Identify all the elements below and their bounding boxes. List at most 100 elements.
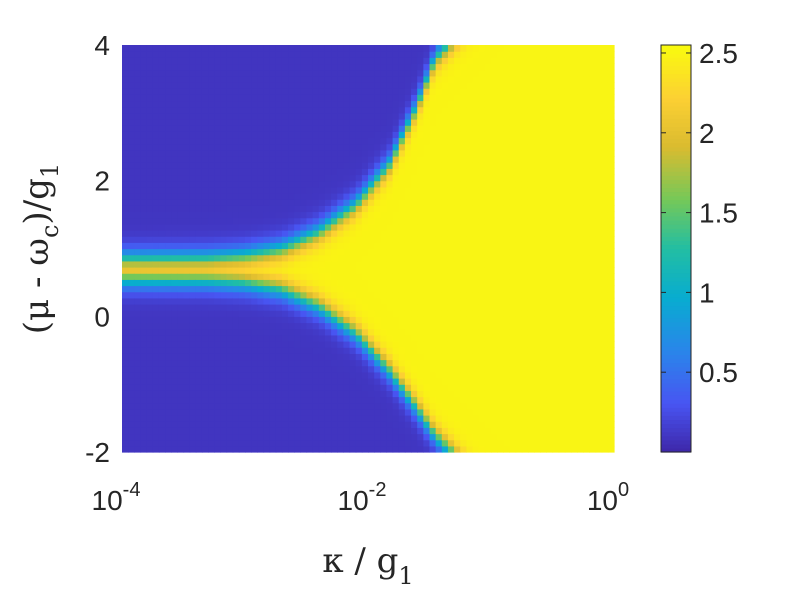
heatmap-cell xyxy=(220,359,228,367)
heatmap-cell xyxy=(423,236,431,243)
heatmap-cell xyxy=(318,180,326,188)
heatmap-cell xyxy=(355,236,363,243)
heatmap-cell xyxy=(534,242,541,250)
heatmap-cell xyxy=(540,45,547,52)
heatmap-cell xyxy=(503,279,511,287)
heatmap-cell xyxy=(503,371,511,379)
heatmap-cell xyxy=(177,63,185,71)
heatmap-cell xyxy=(472,51,480,58)
heatmap-cell xyxy=(447,341,455,348)
heatmap-cell xyxy=(546,69,554,77)
heatmap-cell xyxy=(466,230,474,237)
heatmap-cell xyxy=(392,217,400,225)
heatmap-cell xyxy=(454,433,461,441)
heatmap-cell xyxy=(275,230,283,237)
heatmap-cell xyxy=(429,415,437,422)
heatmap-cell xyxy=(177,82,185,89)
heatmap-cell xyxy=(429,63,437,71)
heatmap-cell xyxy=(214,236,221,243)
heatmap-cell xyxy=(570,242,578,250)
heatmap-cell xyxy=(404,304,412,311)
heatmap-cell xyxy=(447,371,455,379)
heatmap-cell xyxy=(355,384,363,391)
heatmap-cell xyxy=(263,328,271,336)
heatmap-cell xyxy=(441,143,449,151)
heatmap-cell xyxy=(552,82,560,89)
heatmap-cell xyxy=(355,421,363,428)
heatmap-cell xyxy=(294,334,301,342)
heatmap-cell xyxy=(484,408,492,416)
heatmap-cell xyxy=(232,396,240,404)
heatmap-cell xyxy=(189,316,197,324)
heatmap-cell xyxy=(195,248,203,256)
heatmap-cell xyxy=(577,334,584,342)
heatmap-cell xyxy=(165,57,172,65)
heatmap-cell xyxy=(497,439,504,447)
heatmap-cell xyxy=(140,75,148,83)
heatmap-cell xyxy=(552,45,560,52)
heatmap-cell xyxy=(349,291,357,299)
heatmap-cell xyxy=(558,205,566,213)
heatmap-cell xyxy=(540,421,547,428)
heatmap-cell xyxy=(134,378,142,385)
heatmap-cell xyxy=(245,304,252,311)
heatmap-cell xyxy=(355,254,363,262)
heatmap-cell xyxy=(318,421,326,428)
heatmap-cell xyxy=(245,119,252,126)
heatmap-cell xyxy=(232,421,240,428)
heatmap-cell xyxy=(546,174,554,182)
heatmap-cell xyxy=(300,180,308,188)
heatmap-cell xyxy=(521,106,529,114)
heatmap-cell xyxy=(546,125,554,132)
heatmap-cell xyxy=(146,297,154,305)
heatmap-cell xyxy=(355,353,363,361)
heatmap-cell xyxy=(509,427,517,435)
heatmap-cell xyxy=(189,291,197,299)
heatmap-cell xyxy=(294,45,301,52)
heatmap-cell xyxy=(134,285,142,293)
heatmap-cell xyxy=(503,75,511,83)
heatmap-cell xyxy=(447,217,455,225)
heatmap-cell xyxy=(546,304,554,311)
heatmap-cell xyxy=(546,248,554,256)
heatmap-cell xyxy=(460,371,467,379)
heatmap-cell xyxy=(447,193,455,200)
heatmap-cell xyxy=(534,94,541,102)
heatmap-cell xyxy=(300,125,308,132)
heatmap-cell xyxy=(171,242,178,250)
heatmap-cell xyxy=(220,106,228,114)
heatmap-cell xyxy=(497,174,504,182)
heatmap-cell xyxy=(404,273,412,280)
heatmap-cell xyxy=(411,137,418,145)
heatmap-cell xyxy=(288,439,295,447)
heatmap-cell xyxy=(472,223,480,231)
heatmap-cell xyxy=(368,445,375,453)
heatmap-cell xyxy=(404,156,412,163)
heatmap-cell xyxy=(300,186,308,194)
heatmap-cell xyxy=(478,371,486,379)
heatmap-cell xyxy=(201,131,209,139)
heatmap-cell xyxy=(435,390,443,398)
heatmap-cell xyxy=(349,433,357,441)
heatmap-cell xyxy=(570,279,578,287)
heatmap-cell xyxy=(251,143,258,151)
heatmap-cell xyxy=(134,94,142,102)
heatmap-cell xyxy=(570,316,578,324)
heatmap-cell xyxy=(318,94,326,102)
heatmap-cell xyxy=(208,100,215,108)
heatmap-cell xyxy=(331,149,338,157)
heatmap-cell xyxy=(392,248,400,256)
heatmap-cell xyxy=(546,322,554,330)
heatmap-cell xyxy=(349,248,357,256)
heatmap-cell xyxy=(447,328,455,336)
heatmap-cell xyxy=(417,390,424,398)
heatmap-cell xyxy=(497,223,504,231)
heatmap-cell xyxy=(257,421,265,428)
heatmap-cell xyxy=(509,402,517,410)
heatmap-cell xyxy=(527,180,535,188)
heatmap-cell xyxy=(232,365,240,373)
heatmap-cell xyxy=(361,112,369,120)
heatmap-cell xyxy=(558,125,566,132)
heatmap-cell xyxy=(398,45,406,52)
heatmap-cell xyxy=(540,230,547,237)
